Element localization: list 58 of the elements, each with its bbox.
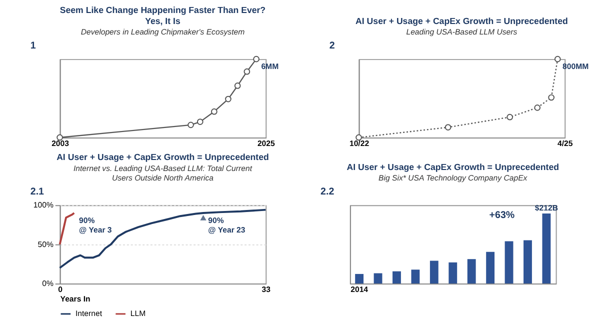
legend-label: LLM — [130, 308, 146, 318]
bar — [411, 270, 420, 284]
chart-subtitle: Big Six* USA Technology Company CapEx — [378, 174, 528, 183]
bar — [504, 241, 514, 284]
bar — [374, 273, 382, 284]
bar — [430, 260, 438, 284]
y-tick-label: 50% — [38, 240, 54, 249]
point — [196, 118, 204, 125]
chart-subtitle: Leading USA-Based LLM Users — [406, 28, 518, 37]
x-tick-label: 2025 — [257, 138, 276, 148]
point — [225, 96, 232, 102]
point — [548, 94, 555, 101]
bar — [524, 240, 532, 284]
annotation: +63% — [489, 210, 515, 221]
point — [244, 68, 250, 75]
annotation: 90% @ Year 3 — [79, 216, 112, 235]
point — [234, 82, 241, 89]
bar — [448, 262, 458, 284]
data-label: $212B — [534, 204, 558, 213]
x-tick-label: 4/25 — [557, 138, 574, 148]
annotation: 90% @ Year 23 — [208, 216, 246, 235]
bar — [392, 271, 401, 284]
text: 2.2 — [320, 186, 335, 198]
bar — [355, 274, 364, 284]
text: 1 — [30, 40, 36, 52]
point — [56, 134, 63, 141]
point — [253, 56, 260, 62]
x-axis-title: Years In — [60, 294, 91, 304]
point — [554, 56, 561, 62]
point — [444, 124, 452, 130]
point — [534, 104, 541, 111]
line-series — [58, 212, 76, 246]
y-tick-label: 100% — [33, 200, 54, 210]
y-tick-label: 0% — [42, 278, 54, 288]
annotation: 800MM — [562, 62, 589, 71]
chart-title: AI User + Usage + CapEx Growth = Unprecedented — [56, 152, 269, 162]
point — [188, 122, 194, 128]
bar — [467, 259, 476, 284]
chart-subtitle: Internet vs. Leading USA-Based LLM: Total Current Users Outside North America — [73, 164, 253, 183]
chart-subtitle: Developers in Leading Chipmaker's Ecosystem — [80, 28, 246, 37]
annotation: 6MM — [261, 62, 279, 71]
chart-title: AI User + Usage + CapEx Growth = Unprecedented — [346, 162, 560, 172]
point — [506, 114, 514, 120]
bar — [486, 252, 495, 284]
x-tick-label: 33 — [262, 284, 272, 294]
line-series — [58, 208, 267, 269]
x-tick-label: 0 — [58, 284, 64, 294]
legend-label: Internet — [75, 308, 103, 318]
text: 2 — [329, 40, 336, 52]
x-tick-label: 2014 — [350, 284, 369, 294]
chart-title: Seem Like Change Happening Faster Than Ever? Yes, It Is — [60, 4, 266, 26]
point — [356, 134, 362, 141]
x-tick-label: 10/22 — [349, 138, 370, 148]
chart-title: AI User + Usage + CapEx Growth = Unprecedented — [356, 16, 568, 26]
point — [211, 108, 218, 115]
text: 2.1 — [30, 186, 45, 198]
x-tick-label: 2003 — [52, 138, 70, 148]
bar — [542, 214, 551, 284]
